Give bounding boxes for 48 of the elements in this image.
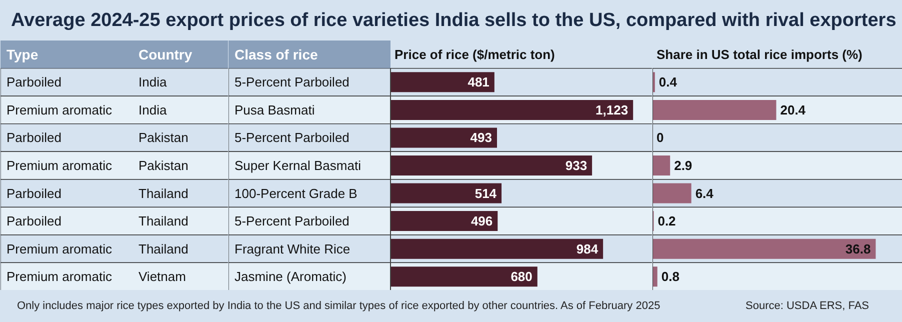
data-label: 493 — [470, 130, 492, 146]
y-tick-label: Super Kernal Basmati — [234, 158, 362, 173]
y-tick-label: Pusa Basmati — [234, 102, 315, 118]
y-tick-label: Jasmine (Aromatic) — [234, 269, 346, 284]
text: Thailand — [138, 214, 188, 229]
text: India — [138, 74, 168, 90]
y-axis-title: Class of rice — [234, 46, 318, 62]
text: Thailand — [138, 186, 188, 201]
text: Pakistan — [138, 158, 188, 173]
y-tick-label: 5-Percent Parboiled — [234, 130, 350, 146]
text: Premium aromatic — [6, 269, 112, 284]
data-label: 0 — [656, 130, 664, 146]
data-label: 20.4 — [780, 102, 806, 118]
text: Average 2024-25 export prices of rice varieties India sells to the US, compared with rival exporters — [5, 5, 902, 36]
text: Only includes major rice types exported by India to the US and similar types of rice exported by other countries. As of February 2025 — [17, 299, 660, 313]
text: Vietnam — [138, 269, 186, 284]
data-label: 984 — [576, 241, 599, 256]
data-label: 36.8 — [845, 241, 871, 256]
data-label: 514 — [474, 186, 498, 201]
data-label: 0.2 — [658, 214, 676, 229]
text: Parboiled — [6, 74, 62, 90]
data-label: 2.9 — [674, 158, 692, 173]
data-label: 680 — [510, 269, 532, 284]
data-label: 933 — [565, 158, 588, 173]
data-label: 0.4 — [658, 74, 678, 90]
data-label: 6.4 — [695, 186, 714, 201]
data-label: 496 — [470, 214, 493, 229]
data-label: 1,123 — [596, 102, 628, 118]
text: Country — [138, 46, 192, 62]
text: Premium aromatic — [6, 102, 112, 118]
chart-title: Price of rice ($/metric ton) — [394, 46, 555, 62]
y-tick-label: Fragrant White Rice — [234, 241, 350, 256]
text: Parboiled — [6, 130, 62, 146]
y-tick-label: 100-Percent Grade B — [234, 186, 358, 201]
text: Parboiled — [6, 186, 62, 201]
text: Pakistan — [138, 130, 188, 146]
text: Type — [6, 46, 38, 62]
text: Premium aromatic — [6, 241, 112, 256]
data-label: 481 — [468, 74, 490, 90]
y-tick-label: 5-Percent Parboiled — [234, 214, 350, 229]
data-label: 0.8 — [661, 269, 680, 284]
text: Parboiled — [6, 214, 62, 229]
y-tick-label: 5-Percent Parboiled — [234, 74, 350, 90]
text: India — [138, 102, 168, 118]
source-note: Source: USDA ERS, FAS — [746, 299, 869, 313]
text: Share in US total rice imports (%) — [656, 46, 862, 62]
text: Premium aromatic — [6, 158, 112, 173]
text: Thailand — [138, 241, 188, 256]
